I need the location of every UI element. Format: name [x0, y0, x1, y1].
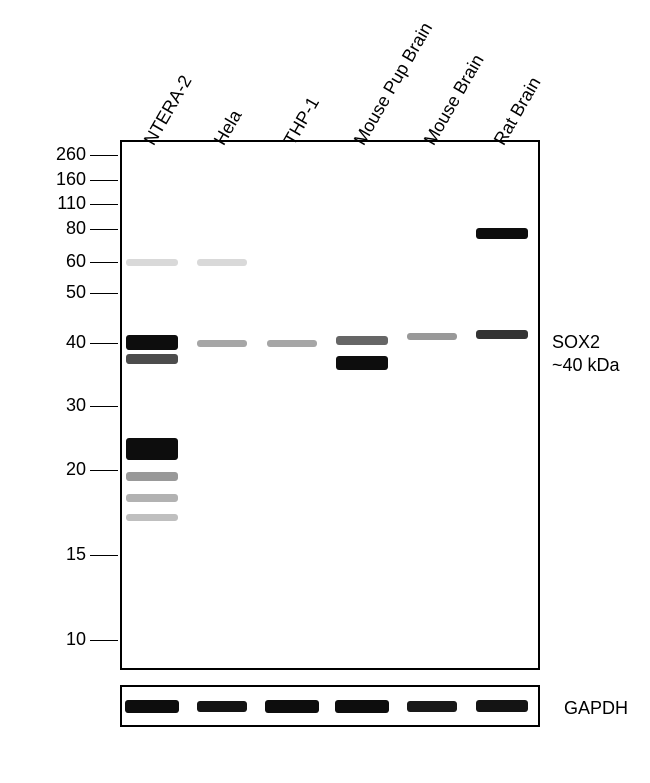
- mw-tick: [90, 293, 118, 294]
- target-label-gapdh: GAPDH: [564, 698, 628, 719]
- mw-label: 80: [46, 218, 86, 239]
- mw-label: 110: [46, 193, 86, 214]
- blot-band: [126, 438, 178, 460]
- mw-tick: [90, 180, 118, 181]
- mw-label: 40: [46, 332, 86, 353]
- mw-label: 20: [46, 459, 86, 480]
- mw-label: 50: [46, 282, 86, 303]
- blot-band: [267, 340, 317, 347]
- figure-container: NTERA-2 Hela THP-1 Mouse Pup Brain Mouse…: [0, 0, 650, 783]
- mw-label: 15: [46, 544, 86, 565]
- gapdh-band: [335, 700, 389, 713]
- mw-tick: [90, 343, 118, 344]
- mw-tick: [90, 555, 118, 556]
- mw-tick: [90, 406, 118, 407]
- blot-band: [407, 333, 457, 340]
- mw-label: 30: [46, 395, 86, 416]
- gapdh-band: [265, 700, 319, 713]
- lane-label: NTERA-2: [140, 72, 197, 149]
- lane-label: Rat Brain: [490, 74, 546, 149]
- gapdh-band: [476, 700, 528, 712]
- blot-band: [336, 336, 388, 345]
- mw-tick: [90, 204, 118, 205]
- blot-band: [336, 356, 388, 370]
- blot-band: [126, 472, 178, 481]
- blot-band: [476, 228, 528, 239]
- mw-tick: [90, 229, 118, 230]
- gapdh-band: [197, 701, 247, 712]
- mw-tick: [90, 155, 118, 156]
- gapdh-band: [125, 700, 179, 713]
- target-label-mw: ~40 kDa: [552, 355, 620, 376]
- mw-label: 10: [46, 629, 86, 650]
- lane-label: Mouse Brain: [420, 51, 489, 149]
- blot-band: [197, 340, 247, 347]
- mw-label: 60: [46, 251, 86, 272]
- blot-band: [197, 259, 247, 266]
- blot-band: [126, 259, 178, 266]
- main-blot-box: [120, 140, 540, 670]
- mw-tick: [90, 470, 118, 471]
- blot-band: [126, 494, 178, 502]
- mw-tick: [90, 640, 118, 641]
- target-label-sox2: SOX2: [552, 332, 600, 353]
- gapdh-band: [407, 701, 457, 712]
- mw-label: 160: [46, 169, 86, 190]
- blot-band: [476, 330, 528, 339]
- mw-label: 260: [46, 144, 86, 165]
- blot-band: [126, 354, 178, 364]
- mw-tick: [90, 262, 118, 263]
- blot-band: [126, 514, 178, 521]
- blot-band: [126, 335, 178, 350]
